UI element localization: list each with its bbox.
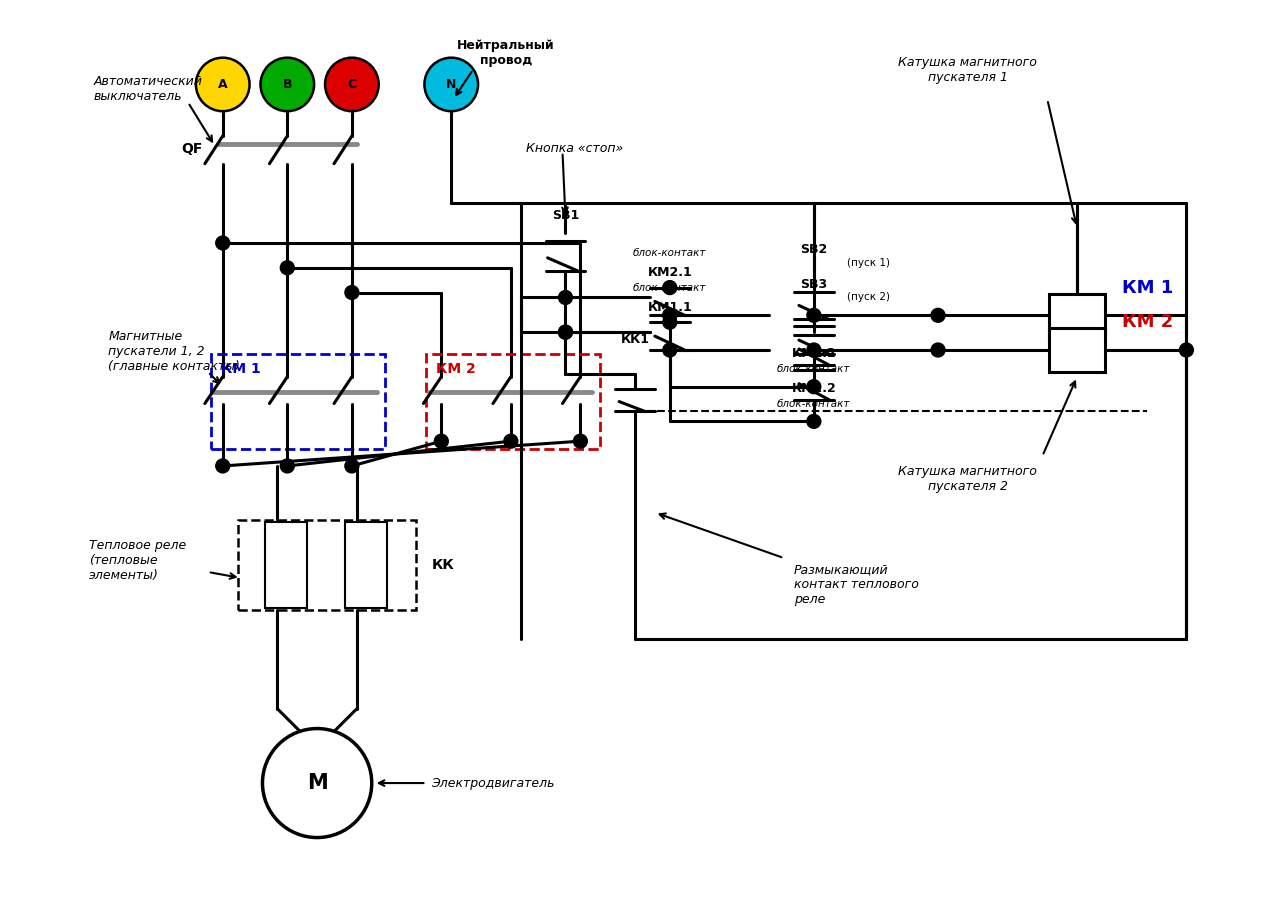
Circle shape: [195, 58, 249, 111]
Text: SB3: SB3: [801, 278, 827, 291]
Bar: [345, 522, 387, 608]
Text: Кнопка «стоп»: Кнопка «стоп»: [526, 143, 623, 156]
Text: КМ2.2: КМ2.2: [792, 382, 836, 395]
Bar: [1050, 294, 1105, 337]
Circle shape: [216, 236, 230, 250]
Circle shape: [807, 414, 821, 428]
Text: SB2: SB2: [801, 243, 827, 256]
Text: Автоматический
выключатель: Автоматический выключатель: [93, 76, 203, 103]
Circle shape: [807, 379, 821, 393]
Text: КМ 1: КМ 1: [221, 362, 261, 376]
Text: КМ1.2: КМ1.2: [792, 347, 836, 360]
Text: C: C: [347, 78, 356, 91]
Bar: [238, 520, 416, 610]
Bar: [211, 354, 384, 449]
Circle shape: [434, 434, 448, 449]
Text: блок-контакт: блок-контакт: [778, 364, 850, 374]
Text: КМ 2: КМ 2: [1121, 313, 1174, 332]
Text: Катушка магнитного
пускателя 1: Катушка магнитного пускателя 1: [899, 55, 1037, 84]
Text: Электродвигатель: Электродвигатель: [432, 776, 555, 789]
Circle shape: [807, 309, 821, 322]
Circle shape: [931, 343, 945, 357]
Text: блок-контакт: блок-контакт: [633, 248, 706, 258]
Circle shape: [558, 325, 572, 339]
Circle shape: [663, 343, 677, 357]
Circle shape: [345, 459, 359, 472]
Text: блок-контакт: блок-контакт: [633, 283, 706, 293]
Text: блок-контакт: блок-контакт: [778, 399, 850, 409]
Circle shape: [281, 261, 294, 274]
Circle shape: [281, 459, 294, 472]
Text: КК: КК: [432, 558, 455, 572]
Text: КМ 2: КМ 2: [437, 362, 476, 376]
Circle shape: [931, 309, 945, 322]
Circle shape: [345, 286, 359, 299]
Circle shape: [1180, 343, 1193, 357]
Text: (пуск 2): (пуск 2): [847, 293, 890, 302]
Circle shape: [663, 281, 677, 295]
Text: N: N: [446, 78, 456, 91]
Circle shape: [216, 459, 230, 472]
Bar: [266, 522, 308, 608]
Text: Катушка магнитного
пускателя 2: Катушка магнитного пускателя 2: [899, 465, 1037, 493]
Circle shape: [573, 434, 587, 449]
Circle shape: [326, 58, 379, 111]
Circle shape: [261, 58, 314, 111]
Circle shape: [663, 315, 677, 329]
Text: Размыкающий
контакт теплового
реле: Размыкающий контакт теплового реле: [794, 564, 919, 606]
Text: КК1: КК1: [621, 332, 650, 345]
Circle shape: [663, 309, 677, 322]
Circle shape: [504, 434, 517, 449]
Text: КМ1.1: КМ1.1: [647, 301, 692, 314]
Text: B: B: [282, 78, 292, 91]
Bar: [1050, 328, 1105, 372]
Bar: [427, 354, 600, 449]
Circle shape: [558, 325, 572, 339]
Text: Тепловое реле
(тепловые
элементы): Тепловое реле (тепловые элементы): [88, 539, 186, 581]
Text: QF: QF: [181, 142, 203, 156]
Text: КМ 1: КМ 1: [1121, 278, 1174, 297]
Circle shape: [558, 290, 572, 305]
Text: SB1: SB1: [552, 209, 578, 222]
Circle shape: [424, 58, 478, 111]
Text: Нейтральный
провод: Нейтральный провод: [457, 39, 554, 66]
Circle shape: [807, 343, 821, 357]
Circle shape: [663, 309, 677, 322]
Text: М: М: [306, 773, 327, 793]
Text: КМ2.1: КМ2.1: [647, 266, 692, 279]
Circle shape: [263, 729, 372, 837]
Text: (пуск 1): (пуск 1): [847, 258, 890, 268]
Text: Магнитные
пускатели 1, 2
(главные контакты): Магнитные пускатели 1, 2 (главные контак…: [109, 331, 240, 374]
Text: A: A: [218, 78, 227, 91]
